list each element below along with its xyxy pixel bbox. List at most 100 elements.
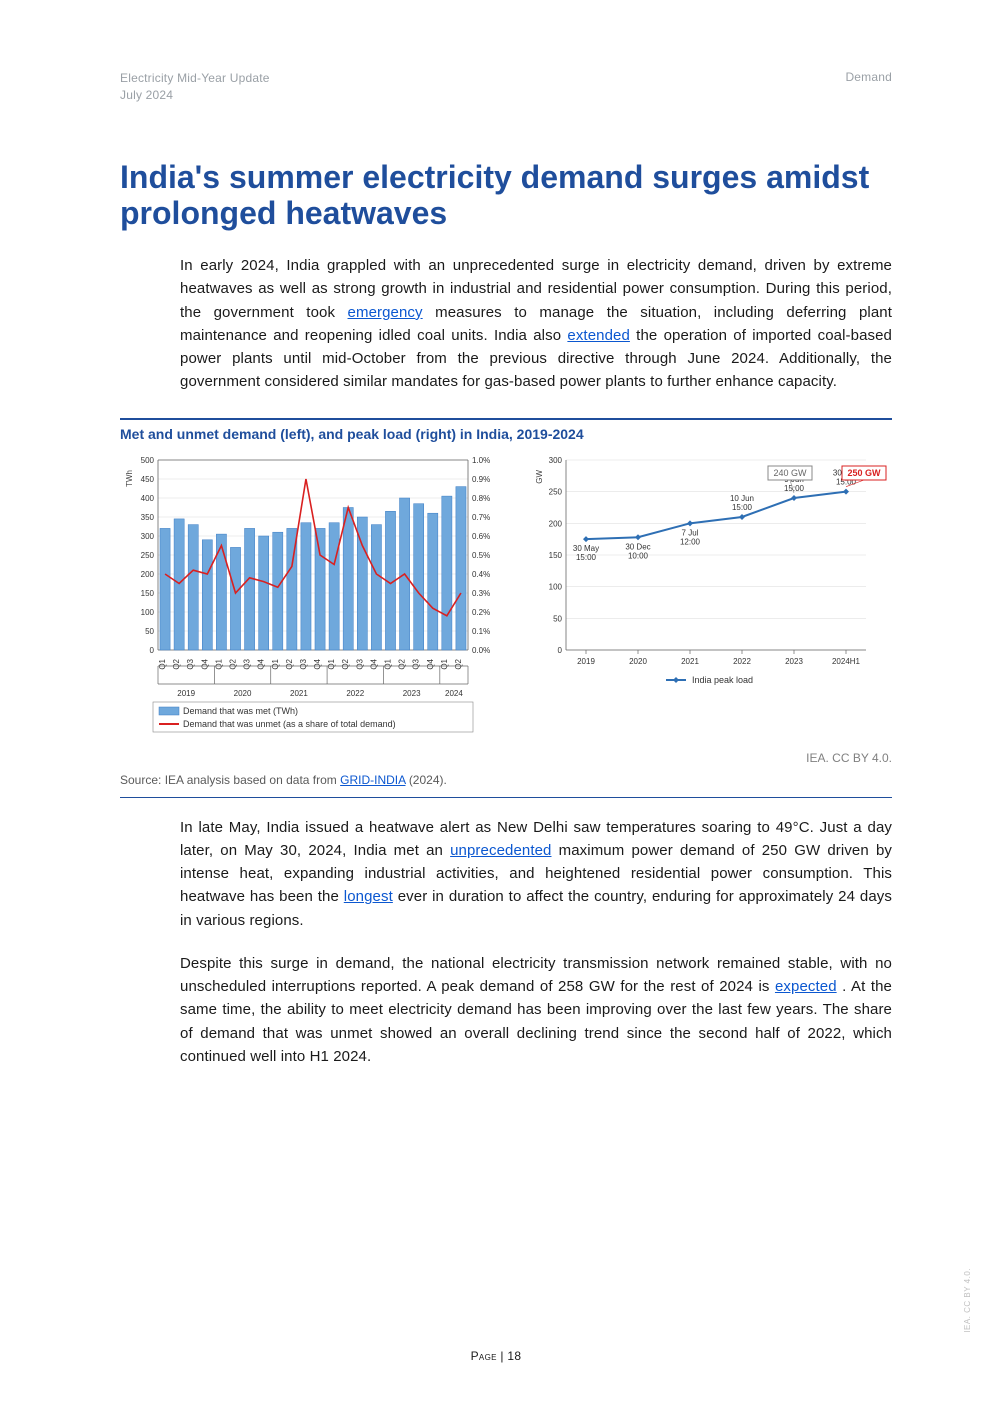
figure-source: Source: IEA analysis based on data from …: [120, 769, 892, 797]
svg-text:0.5%: 0.5%: [472, 551, 490, 560]
svg-text:10:00: 10:00: [628, 551, 649, 560]
svg-text:50: 50: [145, 627, 154, 636]
svg-text:15:00: 15:00: [784, 484, 805, 493]
svg-text:200: 200: [141, 570, 155, 579]
svg-text:200: 200: [549, 519, 563, 528]
svg-text:150: 150: [549, 551, 563, 560]
svg-text:7 Jul: 7 Jul: [682, 528, 699, 537]
figure-attribution: IEA. CC BY 4.0.: [120, 751, 892, 765]
svg-text:15:00: 15:00: [576, 553, 597, 562]
svg-text:2019: 2019: [177, 689, 195, 698]
text: Source: IEA analysis based on data from: [120, 773, 340, 787]
svg-text:0: 0: [558, 646, 563, 655]
link-grid-india[interactable]: GRID-INDIA: [340, 773, 405, 787]
svg-text:0.1%: 0.1%: [472, 627, 490, 636]
svg-text:Q4: Q4: [313, 658, 322, 669]
link-longest[interactable]: longest: [344, 888, 393, 905]
svg-text:2024H1: 2024H1: [832, 657, 861, 666]
svg-text:0.2%: 0.2%: [472, 608, 490, 617]
svg-text:300: 300: [141, 532, 155, 541]
svg-text:500: 500: [141, 456, 155, 465]
svg-text:15:00: 15:00: [732, 503, 753, 512]
svg-text:0.9%: 0.9%: [472, 475, 490, 484]
svg-text:2022: 2022: [733, 657, 751, 666]
doc-title: Electricity Mid-Year Update: [120, 70, 270, 87]
svg-text:Q3: Q3: [412, 658, 421, 669]
svg-text:Q4: Q4: [369, 658, 378, 669]
svg-text:2021: 2021: [681, 657, 699, 666]
svg-text:100: 100: [549, 582, 563, 591]
svg-text:Q2: Q2: [229, 658, 238, 669]
svg-text:2020: 2020: [629, 657, 647, 666]
svg-text:2019: 2019: [577, 657, 595, 666]
svg-text:150: 150: [141, 589, 155, 598]
figure: Met and unmet demand (left), and peak lo…: [120, 418, 892, 798]
svg-text:2023: 2023: [785, 657, 803, 666]
svg-text:Q1: Q1: [440, 658, 449, 669]
svg-text:India peak load: India peak load: [692, 675, 753, 685]
svg-text:12:00: 12:00: [680, 537, 701, 546]
svg-text:10 Jun: 10 Jun: [730, 494, 754, 503]
svg-text:Q2: Q2: [285, 658, 294, 669]
doc-date: July 2024: [120, 87, 270, 104]
link-unprecedented[interactable]: unprecedented: [450, 842, 551, 859]
svg-text:2022: 2022: [346, 689, 364, 698]
svg-text:GW: GW: [535, 469, 544, 483]
page-number: Page | 18: [0, 1349, 992, 1363]
page-header: Electricity Mid-Year Update July 2024 De…: [120, 70, 892, 104]
svg-text:Q3: Q3: [299, 658, 308, 669]
svg-text:0: 0: [150, 646, 155, 655]
svg-text:Demand that was met (TWh): Demand that was met (TWh): [183, 706, 298, 716]
svg-text:Q1: Q1: [158, 658, 167, 669]
svg-text:Q1: Q1: [327, 658, 336, 669]
paragraph-2: In late May, India issued a heatwave ale…: [180, 816, 892, 932]
svg-text:50: 50: [553, 614, 562, 623]
right-chart: GW 0 50 100 150 200 250 300 2019 2020 2021 2022 2023…: [530, 450, 890, 740]
svg-text:300: 300: [549, 456, 563, 465]
svg-text:Q4: Q4: [257, 658, 266, 669]
link-emergency[interactable]: emergency: [348, 304, 423, 321]
svg-text:0.0%: 0.0%: [472, 646, 490, 655]
section-label: Demand: [845, 70, 892, 104]
svg-text:Q3: Q3: [243, 658, 252, 669]
link-expected[interactable]: expected: [775, 978, 837, 995]
svg-text:100: 100: [141, 608, 155, 617]
svg-text:Q3: Q3: [355, 658, 364, 669]
svg-text:Q2: Q2: [172, 658, 181, 669]
svg-text:0.7%: 0.7%: [472, 513, 490, 522]
figure-title: Met and unmet demand (left), and peak lo…: [120, 426, 892, 442]
svg-text:30 Dec: 30 Dec: [625, 542, 650, 551]
svg-text:0.4%: 0.4%: [472, 570, 490, 579]
svg-text:Q2: Q2: [341, 658, 350, 669]
left-chart: TWh 0 50 100 150 200 250 300 350 400 450 500 0.0% 0.1…: [120, 450, 520, 740]
svg-text:400: 400: [141, 494, 155, 503]
svg-text:Q4: Q4: [426, 658, 435, 669]
paragraph-3: Despite this surge in demand, the nation…: [180, 952, 892, 1068]
svg-text:450: 450: [141, 475, 155, 484]
link-extended[interactable]: extended: [567, 327, 630, 344]
svg-text:Q3: Q3: [186, 658, 195, 669]
svg-text:2024: 2024: [445, 689, 463, 698]
svg-text:0.3%: 0.3%: [472, 589, 490, 598]
svg-text:Q4: Q4: [200, 658, 209, 669]
svg-text:2023: 2023: [403, 689, 421, 698]
svg-text:250 GW: 250 GW: [847, 468, 881, 478]
svg-text:30 May: 30 May: [573, 544, 599, 553]
text: (2024).: [409, 773, 447, 787]
svg-text:350: 350: [141, 513, 155, 522]
svg-text:TWh: TWh: [125, 470, 134, 487]
svg-text:Demand that was unmet (as a sh: Demand that was unmet (as a share of tot…: [183, 719, 396, 729]
svg-text:1.0%: 1.0%: [472, 456, 490, 465]
svg-text:0.6%: 0.6%: [472, 532, 490, 541]
paragraph-1: In early 2024, India grappled with an un…: [180, 254, 892, 394]
svg-text:2021: 2021: [290, 689, 308, 698]
svg-text:240 GW: 240 GW: [773, 468, 807, 478]
page-title: India's summer electricity demand surges…: [120, 159, 892, 233]
svg-text:0.8%: 0.8%: [472, 494, 490, 503]
svg-text:Q1: Q1: [271, 658, 280, 669]
svg-text:Q2: Q2: [454, 658, 463, 669]
svg-text:250: 250: [141, 551, 155, 560]
svg-text:250: 250: [549, 487, 563, 496]
side-license: IEA. CC BY 4.0.: [963, 1268, 972, 1333]
svg-text:Q1: Q1: [214, 658, 223, 669]
